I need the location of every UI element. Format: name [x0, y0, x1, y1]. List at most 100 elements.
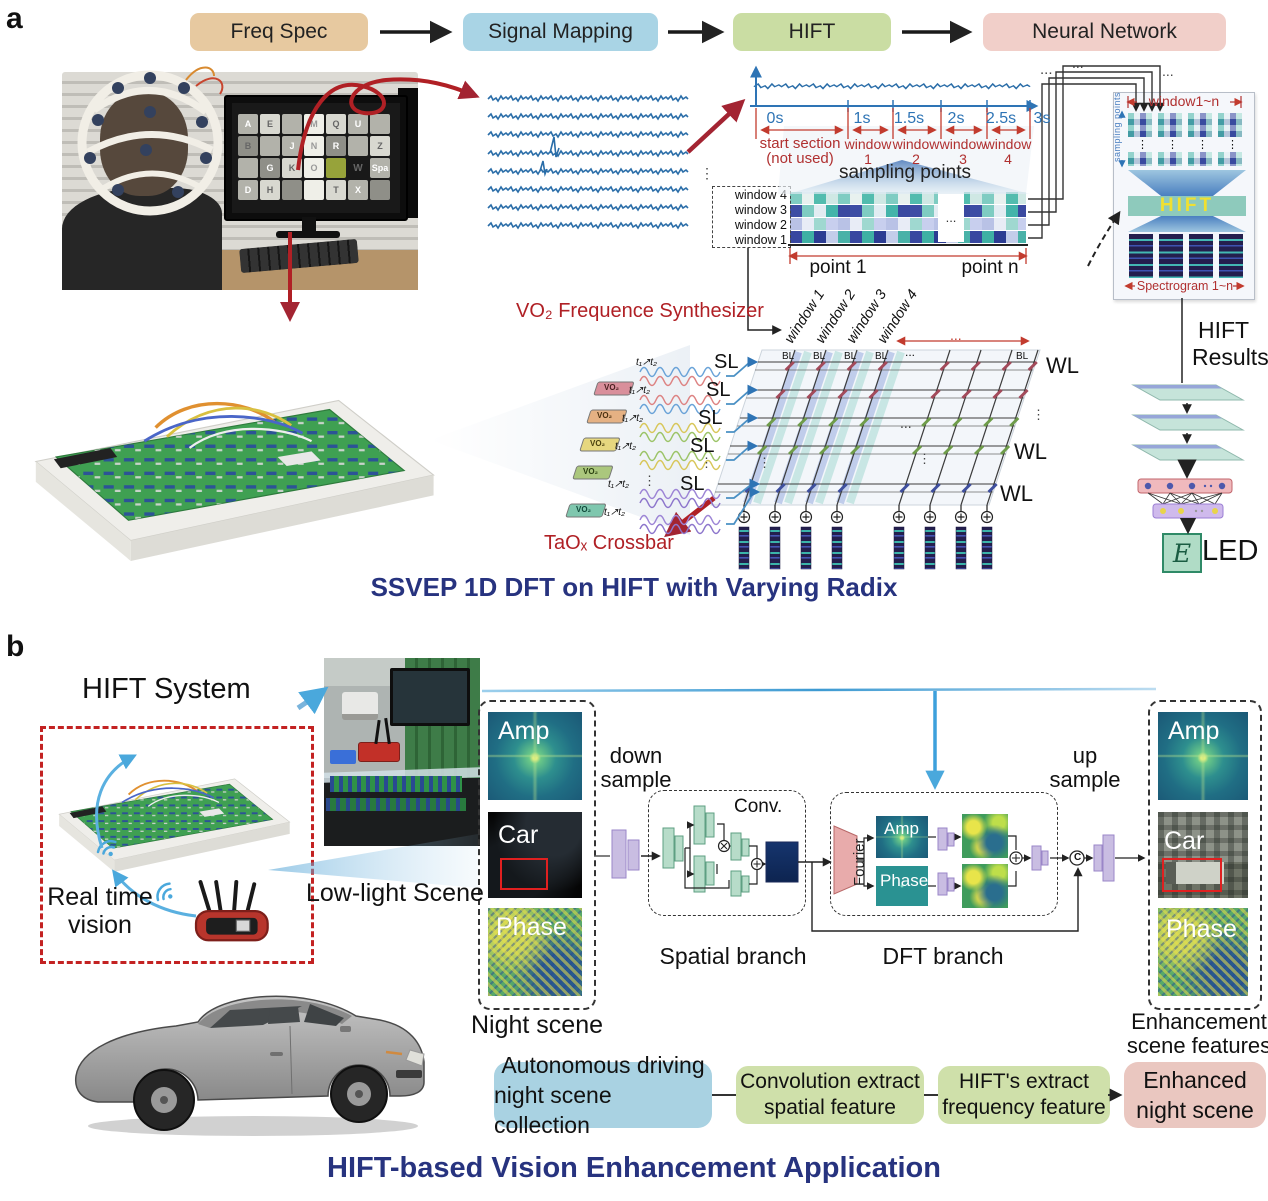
tl-window-3-num: 3 [959, 151, 967, 167]
flow-hift-extract: HIFT's extract frequency feature [938, 1066, 1110, 1124]
stack-window-4: window 4 [734, 187, 787, 202]
sheet-vdots-2: ⋮ [758, 455, 771, 470]
eeg-traces [487, 95, 689, 229]
real-time-line2: vision [68, 911, 132, 939]
panel-a-label: a [6, 2, 23, 35]
hift-window-grid-1b [1128, 152, 1152, 166]
flow-signal-mapping: Signal Mapping [463, 13, 658, 51]
stimulus-letter-tile: K [282, 158, 302, 178]
t-label-4: t₁↗t₂ [615, 441, 636, 452]
sl-label-2: SL [706, 379, 731, 401]
hift-results-line2: Results [1192, 344, 1268, 370]
spectrogram-range-label: Spectrogram 1~n [1136, 279, 1234, 293]
enhanced-car-detection-rect [1162, 858, 1222, 892]
stimulus-letter-tile: M [304, 114, 324, 134]
timeline-axis [750, 65, 1039, 112]
tl-window-1-num: 1 [864, 151, 872, 167]
tick-3s: 3s [1033, 110, 1051, 127]
t-label-2: t₁↗t₂ [629, 385, 650, 396]
tl-window-3-word: window [939, 136, 987, 152]
enhanced-amp-image [1158, 712, 1248, 800]
spectrogram-strip-3 [1189, 234, 1213, 278]
crossbar-vo2-tag: VO₂ [856, 427, 882, 440]
flow-convolution-extract: Convolution extract spatial feature [736, 1066, 924, 1124]
eeg-experiment-photo: A E M Q U B J N R Z G K O W Spa D H T X [62, 72, 418, 290]
output-spectrogram-bars [738, 526, 993, 570]
enhanced-car-label: Car [1164, 827, 1205, 855]
vo2-synthesizer-title: VO₂ Frequence Synthesizer [516, 300, 764, 322]
night-scene-caption: Night scene [470, 1011, 604, 1039]
flow-b1-line2: night scene collection [494, 1082, 612, 1138]
bl-label-5: BL [1016, 351, 1029, 362]
flow-b2-line1: Convolution extract [740, 1070, 920, 1093]
stimulus-letter-tile: D [238, 180, 258, 200]
enhanced-scene-box [1148, 700, 1262, 1010]
stimulus-letter-tile: E [260, 114, 280, 134]
stimulus-letter-tile [260, 136, 280, 156]
sheet-mid-dots: ... [900, 415, 912, 431]
sl-label-1: SL [714, 351, 739, 373]
hift-window-grid-3b [1188, 152, 1212, 166]
tl-window-1-word: window [844, 136, 892, 152]
bl-dots: ... [905, 345, 916, 359]
vo2-chip-label-5: VO₂ [576, 505, 592, 514]
photo-router [358, 742, 400, 762]
nn-input-dots [1144, 482, 1226, 490]
vo2-chip-label-1: VO₂ [604, 383, 620, 392]
person-head [100, 92, 188, 196]
dft-amp-image [876, 816, 928, 858]
stimulus-letter-tile [370, 180, 390, 200]
enhanced-phase-label: Phase [1166, 915, 1237, 943]
night-phase-image [488, 908, 582, 996]
spatial-branch-label: Spatial branch [659, 943, 807, 969]
tl-window-2-num: 2 [912, 151, 920, 167]
wl-label-3: WL [1000, 481, 1033, 506]
tl-window-4-num: 4 [1004, 151, 1012, 167]
vo2-chip-label-4: VO₂ [583, 467, 599, 476]
point-n-label: point n [961, 257, 1019, 278]
down-sample-line1: down [609, 743, 663, 768]
flow-b2-line2: spatial feature [764, 1096, 896, 1119]
flow-enhanced-night-scene: Enhanced night scene [1124, 1062, 1266, 1128]
stimulus-letter-tile [304, 180, 324, 200]
t-label-5: t₁↗t₂ [608, 479, 629, 490]
nn-output-bar [1152, 503, 1224, 519]
night-phase-label: Phase [496, 913, 567, 941]
photo-feed-line [481, 687, 1157, 693]
timeline-trace [753, 83, 1031, 90]
start-section-line1: start section [759, 135, 841, 152]
window-grid-row-4 [790, 192, 1026, 204]
stimulus-letter-tile: Spa [370, 158, 390, 178]
real-time-line1: Real time [47, 883, 153, 911]
dft-amp-label: Amp [884, 819, 919, 838]
night-amp-label: Amp [498, 717, 550, 745]
stimulus-letter-tile: W [353, 162, 363, 174]
mini-vdots-1: ⋮ [1137, 139, 1148, 151]
stimulus-letter-tile: G [260, 158, 280, 178]
tl-window-4-word: window [984, 136, 1032, 152]
enhanced-phase-image [1158, 908, 1248, 996]
mini-vdots-2: ⋮ [1167, 139, 1178, 151]
board-zoom-beam [430, 345, 690, 535]
nn-layer-stack [1131, 384, 1245, 479]
outdoor-setup-photo [324, 658, 480, 846]
box-to-photo-arrow [296, 686, 329, 715]
stimulus-letter-tile: O [304, 158, 324, 178]
hift-system-title: HIFT System [82, 673, 251, 705]
flow-b4-line2: night scene [1136, 1097, 1254, 1123]
stimulus-letter-tile [282, 180, 302, 200]
hift-window-grid-3 [1188, 113, 1212, 137]
panel-b-label: b [6, 630, 25, 663]
tick-1s: 1s [853, 110, 871, 127]
dft-phase-label: Phase [880, 871, 929, 890]
flow-b4-line1: Enhanced [1143, 1067, 1247, 1093]
stack-window-3: window 3 [734, 202, 787, 217]
flow-freq-spec: Freq Spec [190, 13, 368, 51]
down-sample-line2: sample [600, 767, 672, 792]
photo-board-1 [330, 776, 462, 792]
mini-vdots-4: ⋮ [1227, 139, 1238, 151]
tl-window-2-word: window [892, 136, 940, 152]
window-grid-gap: ... [938, 192, 964, 242]
flow-neural-network: Neural Network [983, 13, 1226, 51]
led-e-label: E [1172, 538, 1192, 568]
